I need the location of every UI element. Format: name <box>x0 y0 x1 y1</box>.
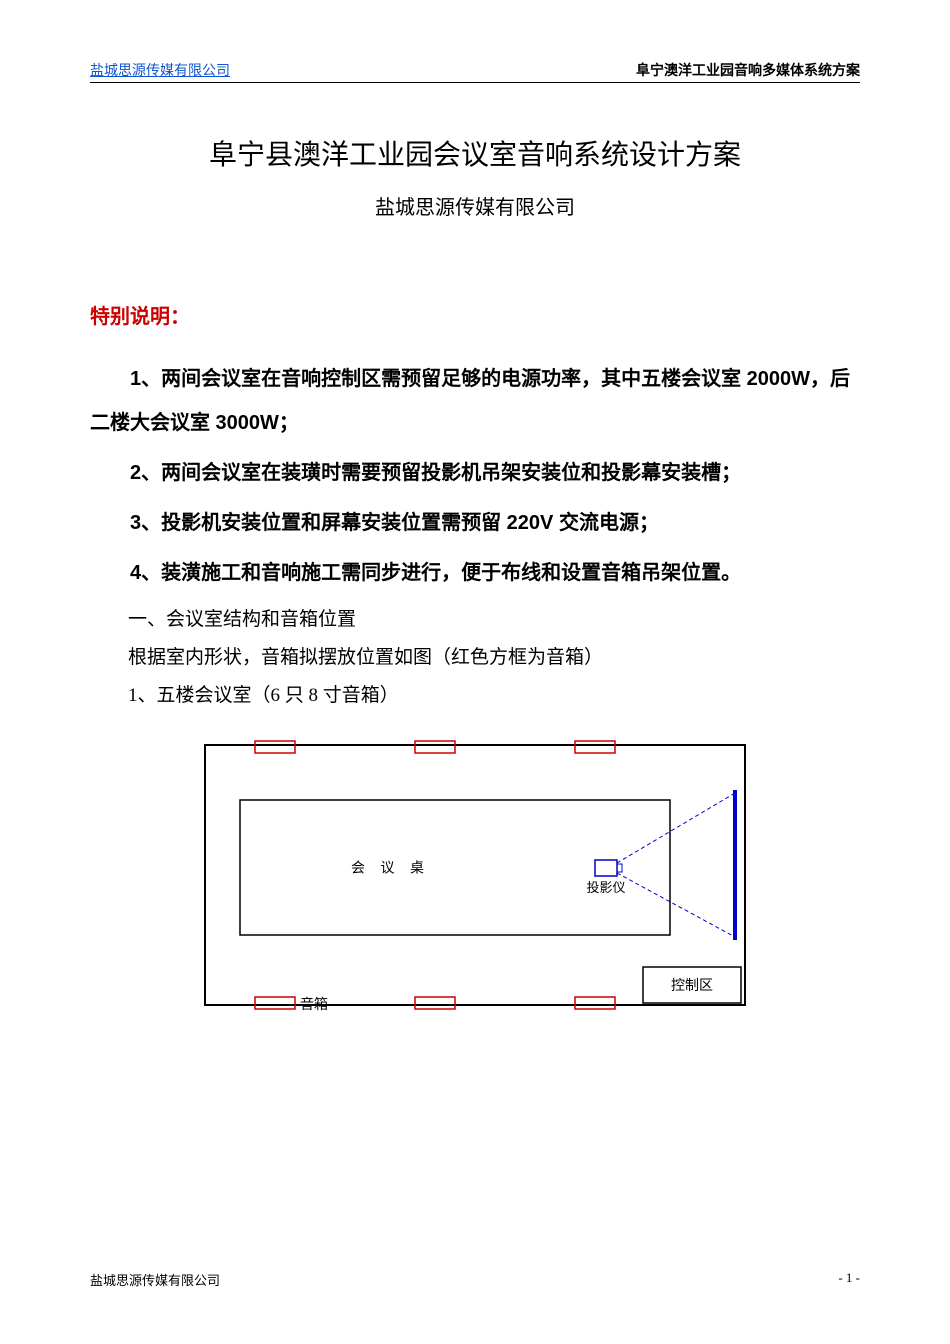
header-project-title: 阜宁澳洋工业园音响多媒体系统方案 <box>636 60 860 80</box>
body-text-2: 1、五楼会议室（6 只 8 寸音箱） <box>90 677 860 715</box>
note-item-1: 1、两间会议室在音响控制区需预留足够的电源功率，其中五楼会议室 2000W，后二… <box>90 357 860 445</box>
svg-text:会 议 桌: 会 议 桌 <box>351 861 430 877</box>
svg-text:音箱: 音箱 <box>300 996 328 1013</box>
special-note-label: 特别说明： <box>90 300 860 329</box>
footer-page-number: - 1 - <box>838 1270 860 1289</box>
body-text-1: 根据室内形状，音箱拟摆放位置如图（红色方框为音箱） <box>90 639 860 677</box>
svg-text:控制区: 控制区 <box>671 978 713 994</box>
document-subtitle: 盐城思源传媒有限公司 <box>90 191 860 220</box>
floorplan-diagram: 会 议 桌投影仪音箱 控制区 <box>90 735 860 1015</box>
document-title: 阜宁县澳洋工业园会议室音响系统设计方案 <box>90 133 860 173</box>
page-footer: 盐城思源传媒有限公司 - 1 - <box>90 1270 860 1289</box>
note-item-4: 4、装潢施工和音响施工需同步进行，便于布线和设置音箱吊架位置。 <box>90 551 860 595</box>
svg-text:投影仪: 投影仪 <box>586 880 625 895</box>
note-item-3: 3、投影机安装位置和屏幕安装位置需预留 220V 交流电源； <box>90 501 860 545</box>
page-header: 盐城思源传媒有限公司 阜宁澳洋工业园音响多媒体系统方案 <box>90 60 860 83</box>
floorplan-svg: 会 议 桌投影仪音箱 控制区 <box>195 735 755 1015</box>
header-company-link[interactable]: 盐城思源传媒有限公司 <box>90 60 230 80</box>
note-item-2: 2、两间会议室在装璜时需要预留投影机吊架安装位和投影幕安装槽； <box>90 451 860 495</box>
section-heading-1: 一、会议室结构和音箱位置 <box>90 601 860 639</box>
footer-company: 盐城思源传媒有限公司 <box>90 1270 220 1289</box>
